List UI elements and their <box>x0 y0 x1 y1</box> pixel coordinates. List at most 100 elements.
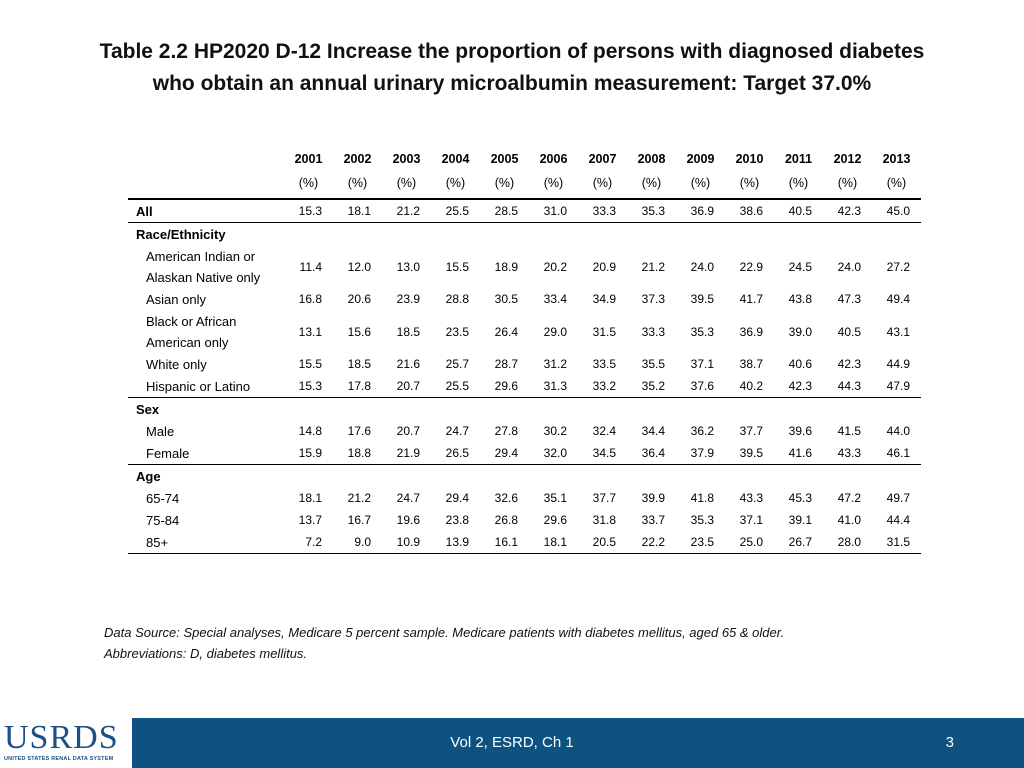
value-cell: 29.4 <box>445 491 469 505</box>
value-cell: 26.5 <box>431 442 480 465</box>
value-cell: 36.4 <box>627 442 676 465</box>
value-cell: 31.5 <box>872 531 921 554</box>
value-cell: 25.5 <box>431 199 480 223</box>
value-cell: 44.0 <box>886 424 910 438</box>
value-cell <box>431 465 480 488</box>
value-cell: 39.9 <box>641 491 665 505</box>
value-cell: 21.6 <box>396 357 420 371</box>
value-cell <box>872 398 921 421</box>
value-cell: 21.2 <box>641 259 665 274</box>
value-cell: 39.5 <box>725 442 774 465</box>
value-cell <box>627 223 676 246</box>
table-row: All 15.3 18.1 21.2 25.5 28.5 31.0 33.3 35.3 36.9 3… <box>128 199 921 223</box>
value-cell: 40.5 <box>774 199 823 223</box>
value-cell: 13.0 <box>396 259 420 274</box>
value-cell: 20.7 <box>382 375 431 398</box>
value-cell: 41.6 <box>774 442 823 465</box>
value-cell: 38.7 <box>739 357 763 371</box>
row-label: All <box>128 199 284 223</box>
value-cell: 18.8 <box>333 442 382 465</box>
value-cell: 35.2 <box>627 375 676 398</box>
value-cell: 28.7 <box>494 357 518 371</box>
value-cell: 30.5 <box>494 292 518 306</box>
value-cell: 9.0 <box>333 531 382 554</box>
value-cell: 24.0 <box>837 259 861 274</box>
value-cell <box>823 398 872 421</box>
value-cell: 34.5 <box>578 442 627 465</box>
year-header: 2005 <box>490 152 519 166</box>
value-cell: 31.2 <box>543 357 567 371</box>
value-cell <box>431 223 480 246</box>
value-cell: 23.8 <box>445 513 469 527</box>
row-label: 85+ <box>128 531 284 554</box>
value-cell: 37.9 <box>676 442 725 465</box>
value-cell <box>676 398 725 421</box>
value-cell: 19.6 <box>396 513 420 527</box>
value-cell: 20.2 <box>543 259 567 274</box>
value-cell: 42.3 <box>837 357 861 371</box>
value-cell: 44.4 <box>886 513 910 527</box>
value-cell: 14.8 <box>298 424 322 438</box>
unit-header: (%) <box>431 170 480 200</box>
value-cell <box>725 398 774 421</box>
value-cell: 7.2 <box>284 531 333 554</box>
value-cell: 32.6 <box>494 491 518 505</box>
value-cell: 21.2 <box>347 491 371 505</box>
value-cell: 43.3 <box>823 442 872 465</box>
value-cell: 39.5 <box>690 292 714 306</box>
unit-header: (%) <box>480 170 529 200</box>
row-label: 65-74 <box>146 490 180 506</box>
value-cell <box>333 465 382 488</box>
value-cell: 38.6 <box>725 199 774 223</box>
value-cell: 35.3 <box>690 324 714 339</box>
year-header: 2010 <box>735 152 764 166</box>
value-cell: 36.9 <box>676 199 725 223</box>
value-cell <box>284 398 333 421</box>
value-cell: 46.1 <box>872 442 921 465</box>
value-cell: 15.9 <box>284 442 333 465</box>
value-cell: 32.0 <box>529 442 578 465</box>
value-cell: 33.2 <box>578 375 627 398</box>
value-cell: 37.1 <box>690 357 714 371</box>
value-cell: 22.9 <box>739 259 763 274</box>
value-cell: 20.6 <box>347 292 371 306</box>
value-cell: 30.2 <box>543 424 567 438</box>
row-label: 75-84 <box>146 512 180 528</box>
value-cell: 31.5 <box>592 324 616 339</box>
value-cell <box>578 398 627 421</box>
value-cell: 26.8 <box>494 513 518 527</box>
value-cell <box>333 223 382 246</box>
value-cell: 15.5 <box>445 259 469 274</box>
value-cell: 18.1 <box>298 491 322 505</box>
year-header: 2002 <box>343 152 372 166</box>
usrds-logo: USRDS UNITED STATES RENAL DATA SYSTEM <box>0 718 132 768</box>
value-cell <box>578 465 627 488</box>
value-cell: 40.6 <box>788 357 812 371</box>
header-blank <box>128 148 284 170</box>
value-cell: 31.0 <box>529 199 578 223</box>
value-cell: 15.5 <box>298 357 322 371</box>
value-cell: 45.3 <box>788 491 812 505</box>
value-cell: 34.4 <box>641 424 665 438</box>
value-cell <box>872 223 921 246</box>
value-cell: 33.5 <box>592 357 616 371</box>
value-cell: 25.5 <box>431 375 480 398</box>
table-row: 75-84 13.7 16.7 19.6 23.8 26.8 29.6 31.8 33.7 35.… <box>128 509 921 531</box>
value-cell <box>333 398 382 421</box>
year-header: 2009 <box>686 152 715 166</box>
value-cell: 41.5 <box>837 424 861 438</box>
year-header: 2011 <box>784 152 813 166</box>
row-label: Male <box>146 423 175 439</box>
value-cell: 15.3 <box>284 199 333 223</box>
value-cell <box>578 223 627 246</box>
value-cell: 47.9 <box>872 375 921 398</box>
value-cell: 13.9 <box>431 531 480 554</box>
value-cell: 16.8 <box>298 292 322 306</box>
value-cell: 18.1 <box>333 199 382 223</box>
value-cell: 16.1 <box>480 531 529 554</box>
value-cell: 18.1 <box>529 531 578 554</box>
footer-bar <box>0 718 1024 768</box>
logo-subtitle: UNITED STATES RENAL DATA SYSTEM <box>4 756 114 762</box>
value-cell: 40.2 <box>725 375 774 398</box>
value-cell <box>823 465 872 488</box>
